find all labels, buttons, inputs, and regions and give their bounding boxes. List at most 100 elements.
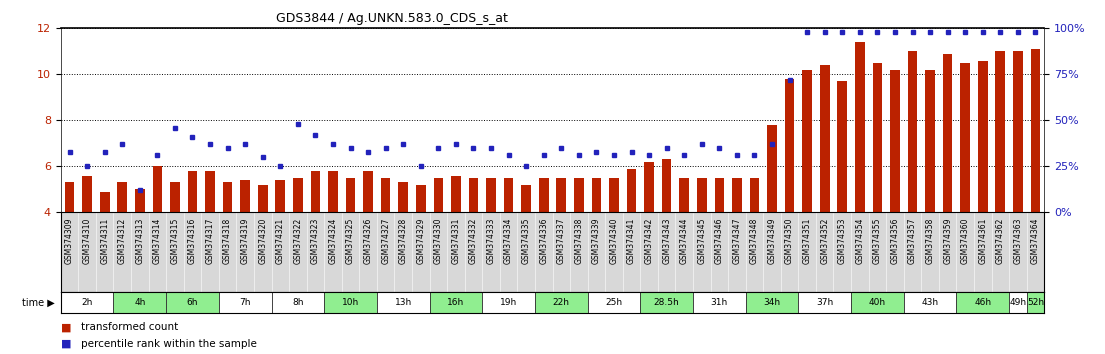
Text: GSM374322: GSM374322: [293, 218, 303, 264]
Bar: [328, 171, 338, 212]
Bar: [557, 178, 566, 212]
Text: GSM374311: GSM374311: [101, 218, 109, 264]
Bar: [715, 178, 724, 212]
Text: GSM374343: GSM374343: [662, 218, 671, 264]
Bar: [152, 166, 162, 212]
Text: transformed count: transformed count: [81, 322, 178, 332]
Text: 16h: 16h: [448, 298, 464, 307]
Text: GSM374317: GSM374317: [206, 218, 214, 264]
Text: GSM374359: GSM374359: [944, 218, 953, 264]
Bar: [223, 183, 232, 212]
Text: GSM374358: GSM374358: [926, 218, 935, 264]
Bar: [99, 192, 109, 212]
Bar: [324, 292, 377, 313]
Text: 19h: 19h: [499, 298, 517, 307]
Bar: [522, 185, 532, 212]
Text: 52h: 52h: [1027, 298, 1044, 307]
Text: 37h: 37h: [817, 298, 833, 307]
Text: GSM374345: GSM374345: [697, 218, 706, 264]
Text: GSM374355: GSM374355: [873, 218, 882, 264]
Text: GSM374336: GSM374336: [539, 218, 548, 264]
Text: 8h: 8h: [292, 298, 304, 307]
Bar: [486, 178, 496, 212]
Bar: [627, 169, 636, 212]
Bar: [733, 178, 741, 212]
Bar: [904, 292, 957, 313]
Text: GSM374342: GSM374342: [644, 218, 653, 264]
Text: GSM374364: GSM374364: [1031, 218, 1040, 264]
Text: GSM374339: GSM374339: [592, 218, 601, 264]
Bar: [206, 171, 214, 212]
Bar: [364, 171, 372, 212]
Text: percentile rank within the sample: percentile rank within the sample: [81, 339, 256, 349]
Bar: [662, 160, 672, 212]
Text: 49h: 49h: [1009, 298, 1027, 307]
Bar: [573, 178, 583, 212]
Bar: [1031, 49, 1040, 212]
Text: GSM374354: GSM374354: [855, 218, 864, 264]
Bar: [609, 178, 619, 212]
Bar: [430, 292, 482, 313]
Bar: [588, 292, 640, 313]
Text: ■: ■: [61, 322, 72, 332]
Bar: [1027, 292, 1044, 313]
Text: 6h: 6h: [187, 298, 198, 307]
Bar: [451, 176, 461, 212]
Text: GSM374351: GSM374351: [802, 218, 812, 264]
Bar: [798, 292, 851, 313]
Text: GSM374328: GSM374328: [399, 218, 408, 264]
Bar: [377, 292, 430, 313]
Bar: [241, 180, 250, 212]
Text: GSM374346: GSM374346: [715, 218, 724, 264]
Text: 31h: 31h: [711, 298, 728, 307]
Text: 40h: 40h: [869, 298, 886, 307]
Bar: [469, 178, 478, 212]
Text: 4h: 4h: [134, 298, 146, 307]
Text: GSM374360: GSM374360: [960, 218, 970, 264]
Text: GSM374331: GSM374331: [452, 218, 461, 264]
Bar: [746, 292, 798, 313]
Text: ■: ■: [61, 339, 72, 349]
Bar: [785, 79, 794, 212]
Bar: [680, 178, 690, 212]
Bar: [767, 125, 777, 212]
Text: GSM374353: GSM374353: [838, 218, 846, 264]
Bar: [170, 183, 180, 212]
Text: GSM374319: GSM374319: [241, 218, 250, 264]
Text: time ▶: time ▶: [22, 298, 55, 308]
Bar: [346, 178, 356, 212]
Text: GSM374348: GSM374348: [750, 218, 759, 264]
Text: 7h: 7h: [240, 298, 251, 307]
Bar: [65, 183, 74, 212]
Text: GSM374309: GSM374309: [65, 218, 74, 264]
Text: GSM374344: GSM374344: [680, 218, 688, 264]
Text: GSM374313: GSM374313: [135, 218, 145, 264]
Bar: [381, 178, 390, 212]
Text: GSM374334: GSM374334: [504, 218, 513, 264]
Bar: [257, 185, 267, 212]
Text: GSM374356: GSM374356: [891, 218, 899, 264]
Bar: [838, 81, 848, 212]
Bar: [640, 292, 693, 313]
Bar: [891, 70, 899, 212]
Bar: [960, 63, 970, 212]
Text: GSM374329: GSM374329: [417, 218, 425, 264]
Text: GSM374347: GSM374347: [733, 218, 741, 264]
Text: GSM374325: GSM374325: [346, 218, 355, 264]
Bar: [693, 292, 746, 313]
Bar: [591, 178, 601, 212]
Bar: [855, 42, 864, 212]
Text: 28.5h: 28.5h: [654, 298, 680, 307]
Text: GSM374352: GSM374352: [820, 218, 829, 264]
Text: GSM374321: GSM374321: [276, 218, 285, 264]
Bar: [504, 178, 514, 212]
Text: GSM374340: GSM374340: [610, 218, 619, 264]
Text: GSM374333: GSM374333: [486, 218, 495, 264]
Bar: [851, 292, 904, 313]
Bar: [82, 176, 92, 212]
Bar: [978, 61, 988, 212]
Bar: [433, 178, 443, 212]
Text: GSM374361: GSM374361: [978, 218, 987, 264]
Bar: [907, 51, 917, 212]
Text: 13h: 13h: [394, 298, 412, 307]
